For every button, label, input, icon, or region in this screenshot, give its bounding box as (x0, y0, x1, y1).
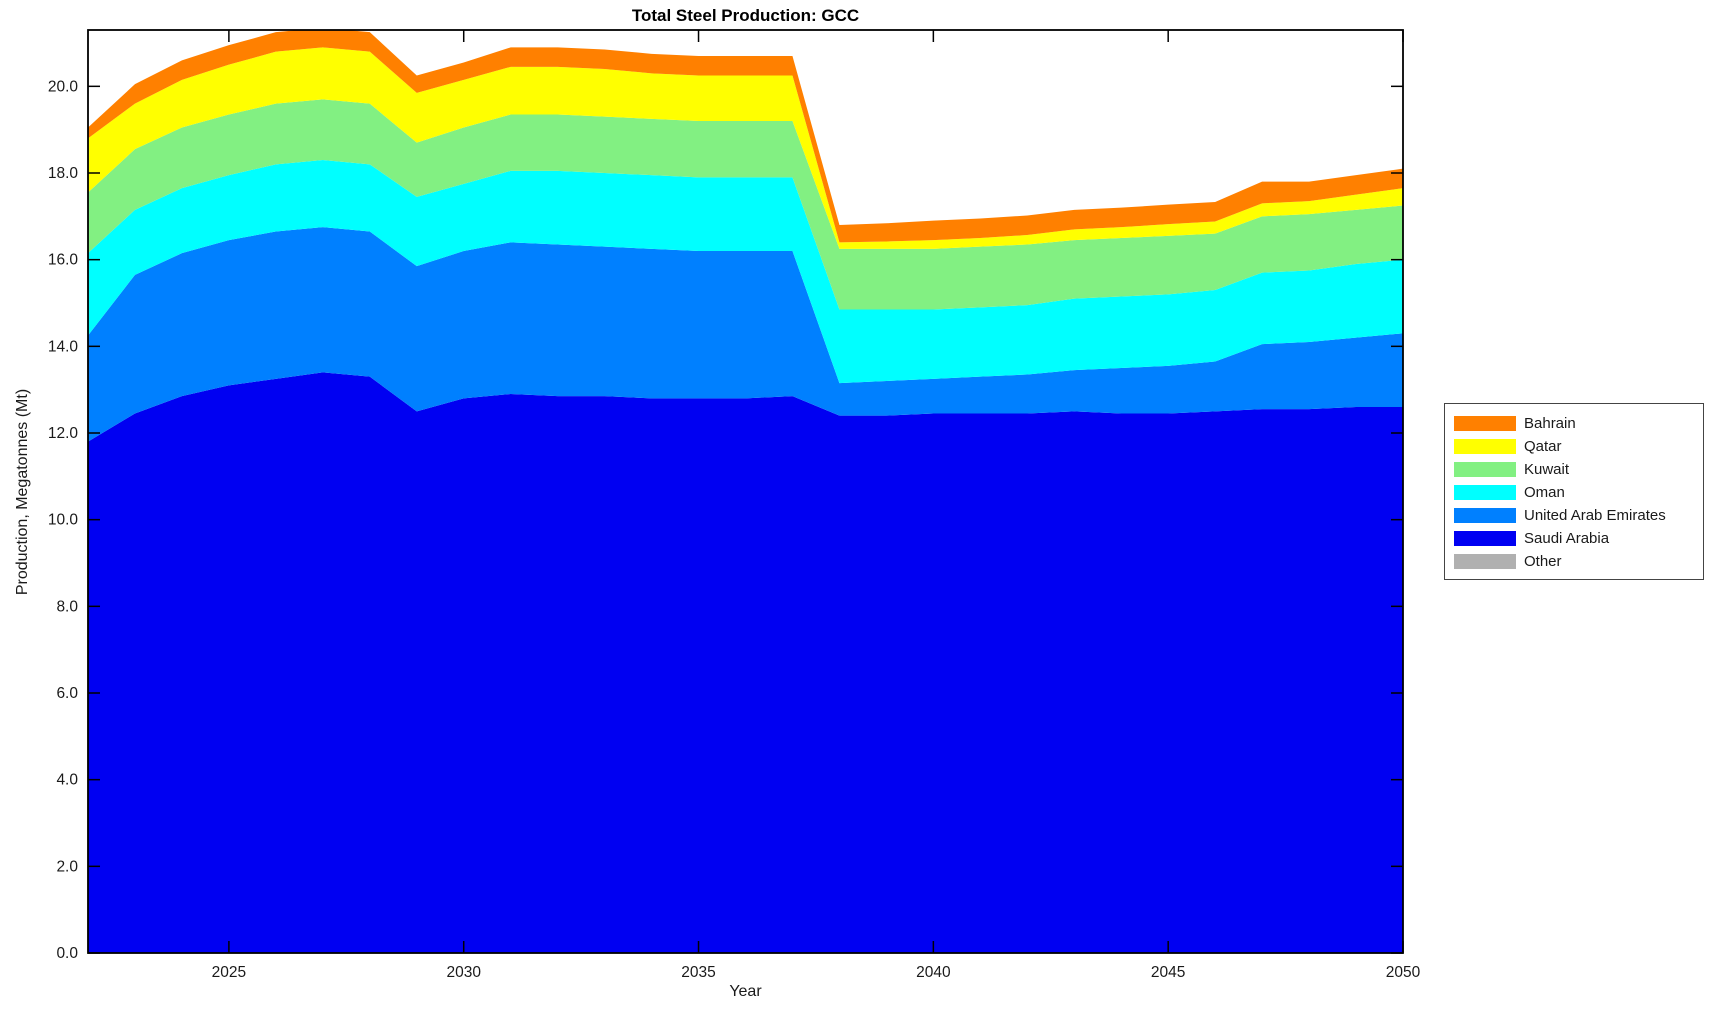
legend-swatch (1454, 508, 1516, 523)
y-tick-label: 14.0 (48, 338, 79, 355)
legend-swatch (1454, 554, 1516, 569)
stacked-areas (88, 30, 1403, 953)
legend-item-kuwait: Kuwait (1445, 458, 1703, 481)
x-axis-label: Year (729, 983, 762, 1000)
legend-item-other: Other (1445, 550, 1703, 573)
y-tick-label: 8.0 (56, 598, 78, 615)
x-tick-label: 2030 (446, 964, 481, 981)
x-tick-label: 2045 (1151, 964, 1185, 981)
y-tick-label: 10.0 (48, 512, 79, 529)
x-tick-label: 2040 (916, 964, 951, 981)
area-saudi-arabia (88, 372, 1403, 953)
area-kuwait (88, 99, 1403, 310)
legend-item-united-arab-emirates: United Arab Emirates (1445, 504, 1703, 527)
legend-label: Saudi Arabia (1524, 530, 1610, 547)
y-tick-label: 2.0 (56, 858, 78, 875)
y-tick-label: 18.0 (48, 165, 79, 182)
legend-item-oman: Oman (1445, 481, 1703, 504)
legend-label: Other (1524, 553, 1562, 570)
legend: Bahrain Qatar Kuwait Oman United Arab Emirat… (1444, 403, 1704, 580)
axis-box (87, 29, 1404, 954)
area-oman (88, 160, 1403, 384)
area-bahrain (88, 30, 1403, 243)
y-tick-label: 16.0 (48, 252, 79, 269)
legend-item-saudi-arabia: Saudi Arabia (1445, 527, 1703, 550)
legend-item-qatar: Qatar (1445, 435, 1703, 458)
y-tick-label: 20.0 (48, 78, 79, 95)
legend-item-bahrain: Bahrain (1445, 412, 1703, 435)
legend-label: Oman (1524, 484, 1565, 501)
y-tick-label: 12.0 (48, 425, 79, 442)
legend-swatch (1454, 439, 1516, 454)
chart-title: Total Steel Production: GCC (631, 6, 860, 25)
x-tick-label: 2035 (681, 964, 715, 981)
legend-swatch (1454, 462, 1516, 477)
legend-label: Bahrain (1524, 415, 1576, 432)
y-tick-label: 0.0 (56, 945, 78, 962)
legend-label: Qatar (1524, 438, 1562, 455)
y-tick-label: 4.0 (56, 772, 78, 789)
area-united-arab-emirates (88, 227, 1403, 442)
y-axis-label: Production, Megatonnes (Mt) (14, 388, 31, 596)
x-tick-label: 2025 (212, 964, 246, 981)
legend-label: United Arab Emirates (1524, 507, 1666, 524)
y-tick-label: 6.0 (56, 685, 78, 702)
legend-label: Kuwait (1524, 461, 1570, 478)
legend-swatch (1454, 531, 1516, 546)
legend-swatch (1454, 416, 1516, 431)
area-qatar (88, 47, 1403, 249)
x-tick-label: 2050 (1386, 964, 1421, 981)
legend-swatch (1454, 485, 1516, 500)
